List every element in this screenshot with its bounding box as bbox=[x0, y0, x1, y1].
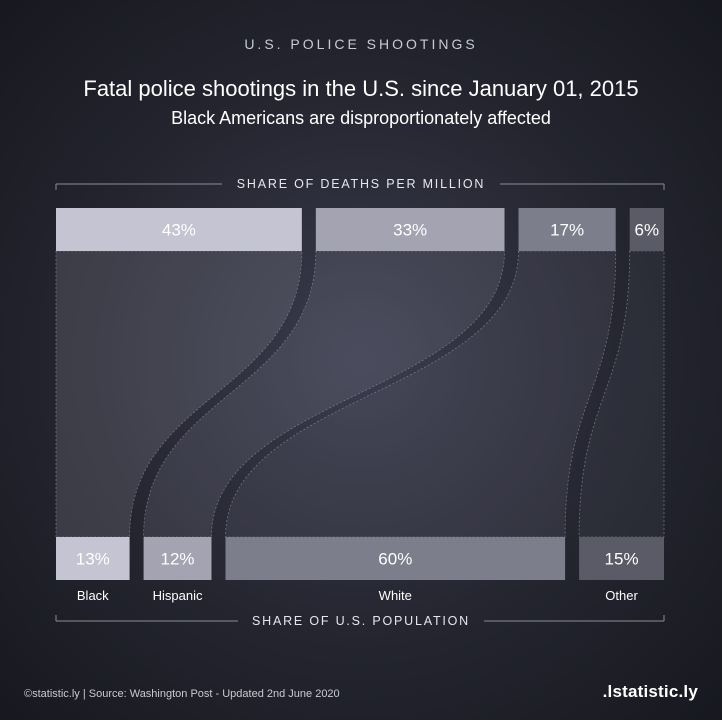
top-bar-black bbox=[56, 208, 302, 251]
flow-white bbox=[225, 250, 617, 538]
top-value-label-white: 17% bbox=[550, 221, 584, 240]
flow-hispanic bbox=[143, 250, 505, 538]
category-label-other: Other bbox=[605, 588, 638, 603]
category-labels: Black Hispanic White Other bbox=[77, 588, 639, 603]
bottom-bar-black bbox=[56, 537, 130, 580]
top-value-label-other: 6% bbox=[635, 221, 660, 240]
chart-title: Fatal police shootings in the U.S. since… bbox=[83, 76, 639, 101]
top-axis-label: SHARE OF DEATHS PER MILLION bbox=[237, 177, 485, 191]
bottom-bars: 13% 12% 60% 15% bbox=[56, 537, 664, 580]
bottom-value-label-hispanic: 12% bbox=[161, 550, 195, 569]
bottom-value-label-black: 13% bbox=[76, 550, 110, 569]
bottom-bar-other bbox=[579, 537, 664, 580]
chart-subtitle: Black Americans are disproportionately a… bbox=[171, 108, 551, 128]
bottom-bar-hispanic bbox=[143, 537, 212, 580]
top-value-label-black: 43% bbox=[162, 221, 196, 240]
top-value-label-hispanic: 33% bbox=[393, 221, 427, 240]
top-bar-hispanic bbox=[315, 208, 505, 251]
bottom-bar-white bbox=[225, 537, 566, 580]
flow-layer bbox=[55, 250, 665, 538]
chart-kicker: U.S. POLICE SHOOTINGS bbox=[244, 36, 478, 52]
top-axis-header: SHARE OF DEATHS PER MILLION bbox=[55, 177, 665, 191]
bottom-axis-label: SHARE OF U.S. POPULATION bbox=[252, 614, 470, 628]
source-note: ©statistic.ly | Source: Washington Post … bbox=[24, 688, 340, 700]
flow-black bbox=[55, 250, 303, 538]
bottom-axis-header: SHARE OF U.S. POPULATION bbox=[55, 614, 665, 628]
top-bar-other bbox=[629, 208, 664, 251]
category-label-white: White bbox=[379, 588, 412, 603]
bottom-value-label-other: 15% bbox=[605, 550, 639, 569]
brand-logo[interactable]: .lstatistic.ly bbox=[602, 682, 698, 701]
top-bar-white bbox=[518, 208, 616, 251]
top-bars: 43% 33% 17% 6% bbox=[56, 208, 664, 251]
bottom-value-label-white: 60% bbox=[378, 550, 412, 569]
category-label-hispanic: Hispanic bbox=[153, 588, 203, 603]
category-label-black: Black bbox=[77, 588, 109, 603]
